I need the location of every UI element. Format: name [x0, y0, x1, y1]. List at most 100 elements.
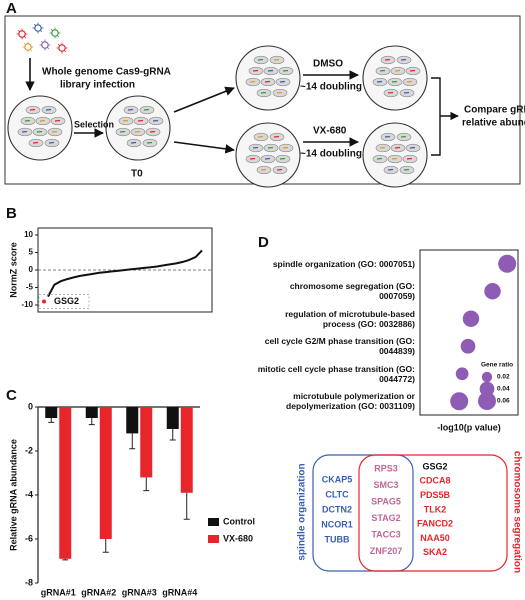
panel-label: A — [6, 0, 17, 17]
legend-label: Control — [223, 516, 255, 526]
cell-grna — [394, 69, 401, 72]
category-label: spindle organization (GO: 0007051) — [272, 258, 415, 269]
virus-spike — [17, 29, 21, 33]
gene: SKA2 — [423, 547, 447, 557]
error-bar — [48, 418, 55, 423]
legend-label: VX-680 — [223, 533, 253, 543]
error-bar — [62, 558, 69, 561]
virus-spike — [46, 46, 50, 50]
gene: TACC3 — [371, 529, 400, 539]
bubble — [460, 338, 476, 354]
bubble — [455, 367, 469, 381]
cell-grna — [279, 80, 286, 83]
cell-grna — [400, 58, 407, 61]
cell-grna — [376, 157, 383, 160]
gene: PDS5B — [420, 490, 451, 500]
bar — [45, 407, 58, 418]
cell-grna — [406, 157, 413, 160]
cell-grna — [54, 119, 61, 122]
size-legend-label: 0.02 — [497, 374, 510, 381]
cell-grna — [403, 168, 410, 171]
virus-spike — [39, 29, 43, 33]
cell-grna — [276, 91, 283, 94]
cell-grna — [249, 80, 256, 83]
panel-label: B — [6, 205, 17, 222]
size-legend-title: Gene ratio — [481, 362, 513, 369]
category-label: regulation of microtubule-based process … — [285, 308, 415, 329]
gene: CDCA8 — [419, 476, 450, 486]
gene: RPS3 — [374, 463, 398, 473]
cell-grna — [264, 80, 271, 83]
cell-grna — [282, 69, 289, 72]
y-tick-label: 5 — [29, 248, 34, 257]
plot-frame — [419, 249, 519, 416]
y-tick-label: -8 — [25, 577, 33, 587]
x-tick-label: gRNA#2 — [81, 587, 116, 597]
cell-grna — [387, 91, 394, 94]
y-tick-label: 0 — [29, 265, 34, 274]
size-legend-label: 0.06 — [497, 398, 510, 405]
y-axis-label: NormZ score — [8, 242, 18, 298]
x-axis-label: -log10(p value) — [437, 422, 501, 432]
gene: ZNF207 — [370, 546, 403, 556]
category-label: cell cycle G2/M phase transition (GO: 00… — [264, 336, 415, 357]
rank-curve — [47, 249, 203, 298]
cell-grna — [282, 146, 289, 149]
cell-grna — [379, 69, 386, 72]
error-bar — [183, 492, 190, 520]
cell-grna — [21, 130, 28, 133]
gene: STAG2 — [371, 513, 400, 523]
bar — [126, 407, 139, 434]
bar — [85, 407, 98, 418]
cell-grna — [152, 119, 159, 122]
cell-grna — [260, 168, 267, 171]
bubble — [462, 310, 480, 327]
virus-spike — [40, 40, 44, 44]
cell-grna — [143, 108, 150, 111]
y-axis-label: Relative gRNA abundance — [8, 439, 18, 551]
highlight-label: GSG2 — [54, 296, 79, 306]
virus-spike — [33, 23, 37, 27]
treatment-duration: ~14 doubling — [300, 82, 362, 93]
cell-grna — [127, 108, 134, 111]
cell-grna — [29, 108, 36, 111]
cell-grna — [409, 146, 416, 149]
cell-grna — [36, 130, 43, 133]
arrow — [173, 141, 235, 154]
cell-grna — [146, 141, 153, 144]
cell-grna — [257, 58, 264, 61]
panel-label: D — [258, 234, 269, 251]
virus-spike — [57, 43, 61, 47]
highlight-point — [42, 299, 46, 304]
virus-spike — [23, 42, 27, 46]
gene: CKAP5 — [322, 474, 353, 484]
cell-grna — [276, 168, 283, 171]
category-label: chromosome segregation (GO: 0007059) — [289, 281, 415, 302]
cell-grna — [400, 135, 407, 138]
x-tick-label: gRNA#1 — [41, 587, 76, 597]
step-text: library infection — [60, 80, 135, 91]
cell-grna — [252, 146, 259, 149]
cell-grna — [48, 141, 55, 144]
bar — [166, 407, 179, 429]
size-legend-bubble — [481, 371, 493, 383]
y-tick-label: -5 — [26, 283, 34, 292]
gene: CLTC — [325, 489, 349, 499]
cell-grna — [119, 130, 126, 133]
y-tick-label: -2 — [25, 445, 33, 455]
cell-grna — [260, 91, 267, 94]
step-text: T0 — [131, 169, 143, 180]
virus-spike — [63, 49, 67, 53]
gene: TLK2 — [424, 504, 447, 514]
size-legend-bubble — [478, 392, 496, 410]
category-label: mitotic cell cycle phase transition (GO:… — [257, 363, 415, 384]
bracket — [431, 77, 441, 156]
cell-grna — [403, 91, 410, 94]
treatment-name: DMSO — [313, 59, 343, 70]
cell-grna — [267, 69, 274, 72]
bar — [59, 407, 72, 559]
venn-set — [358, 454, 508, 572]
set-name: spindle organization — [297, 463, 308, 560]
arrow — [173, 86, 235, 113]
cell-grna — [267, 146, 274, 149]
